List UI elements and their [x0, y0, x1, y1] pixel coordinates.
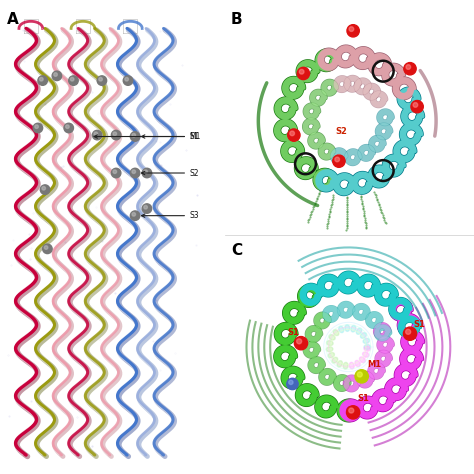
Circle shape [288, 129, 300, 141]
Ellipse shape [356, 328, 362, 334]
Circle shape [35, 125, 38, 128]
Circle shape [346, 406, 360, 419]
Circle shape [99, 77, 102, 81]
Circle shape [111, 130, 121, 140]
Circle shape [94, 132, 98, 136]
Circle shape [113, 170, 117, 173]
Ellipse shape [364, 345, 371, 349]
Circle shape [97, 76, 107, 85]
Circle shape [113, 132, 117, 136]
Ellipse shape [351, 326, 356, 332]
Ellipse shape [363, 338, 370, 343]
Circle shape [123, 76, 133, 85]
Circle shape [130, 132, 140, 141]
Circle shape [130, 211, 140, 220]
Ellipse shape [359, 357, 365, 363]
Circle shape [347, 25, 359, 37]
Circle shape [290, 131, 294, 136]
Circle shape [43, 244, 52, 254]
Circle shape [357, 372, 362, 377]
Text: M1: M1 [367, 360, 382, 369]
Circle shape [132, 170, 136, 173]
Text: S1: S1 [190, 132, 199, 141]
Text: M1: M1 [190, 132, 201, 141]
Text: S1: S1 [288, 328, 300, 337]
Text: S3: S3 [190, 211, 199, 220]
Circle shape [39, 77, 43, 81]
Circle shape [92, 130, 102, 140]
Circle shape [297, 339, 301, 344]
Circle shape [404, 63, 416, 75]
Circle shape [406, 64, 410, 69]
Circle shape [142, 168, 152, 178]
Circle shape [355, 370, 368, 383]
Ellipse shape [337, 361, 342, 367]
Circle shape [69, 76, 78, 85]
Circle shape [33, 123, 43, 133]
Ellipse shape [363, 352, 369, 357]
Ellipse shape [364, 346, 371, 351]
Text: B: B [231, 12, 243, 27]
Ellipse shape [349, 362, 354, 369]
Circle shape [144, 205, 147, 209]
Circle shape [144, 170, 147, 173]
Circle shape [125, 77, 128, 81]
Text: S1: S1 [357, 394, 369, 403]
Ellipse shape [355, 360, 360, 367]
Circle shape [406, 329, 410, 334]
Ellipse shape [332, 357, 337, 363]
Circle shape [142, 204, 152, 213]
Circle shape [349, 408, 354, 413]
Ellipse shape [326, 347, 333, 352]
Circle shape [294, 337, 308, 350]
Circle shape [54, 73, 57, 76]
Circle shape [42, 186, 46, 190]
Circle shape [130, 168, 140, 178]
Circle shape [333, 155, 345, 167]
Circle shape [335, 157, 339, 162]
Circle shape [132, 133, 136, 137]
Circle shape [65, 125, 69, 128]
Ellipse shape [327, 341, 333, 346]
Circle shape [349, 27, 354, 31]
Circle shape [132, 212, 136, 216]
Circle shape [413, 102, 418, 107]
Circle shape [299, 69, 304, 74]
Circle shape [289, 380, 293, 384]
Ellipse shape [328, 353, 335, 358]
Text: A: A [7, 12, 19, 27]
Circle shape [287, 378, 298, 390]
Circle shape [111, 168, 121, 178]
Circle shape [411, 100, 423, 113]
Ellipse shape [333, 329, 339, 336]
Ellipse shape [329, 335, 335, 340]
Circle shape [70, 77, 74, 81]
Circle shape [297, 67, 310, 80]
Text: C: C [231, 243, 242, 258]
Circle shape [52, 71, 62, 81]
Text: S2: S2 [190, 169, 199, 177]
Ellipse shape [360, 333, 366, 338]
Ellipse shape [339, 326, 344, 333]
Circle shape [44, 246, 48, 249]
Ellipse shape [343, 363, 348, 369]
Text: S1: S1 [414, 320, 426, 329]
Circle shape [40, 185, 50, 194]
Circle shape [38, 76, 47, 85]
Ellipse shape [345, 325, 350, 331]
Text: S2: S2 [335, 127, 347, 136]
Circle shape [64, 123, 73, 133]
Circle shape [403, 327, 417, 340]
